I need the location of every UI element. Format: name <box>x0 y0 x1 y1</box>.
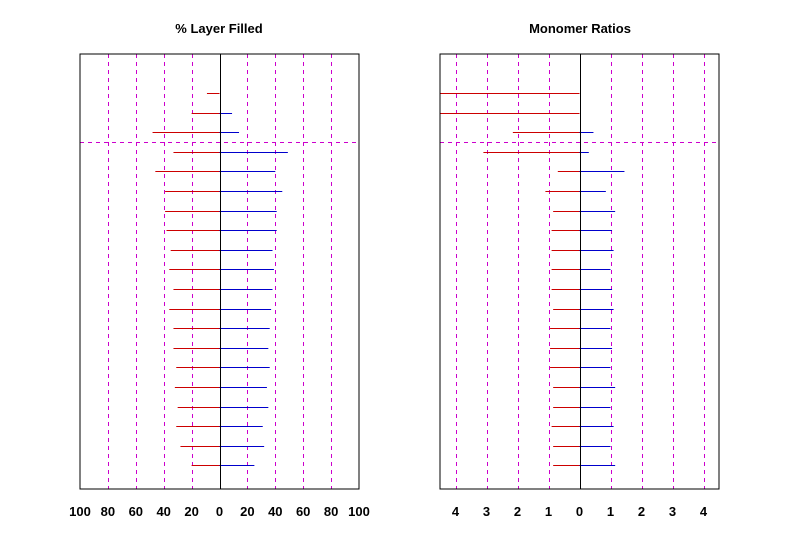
bars <box>440 93 625 466</box>
tick-label: 40 <box>156 504 170 519</box>
plot-frame <box>79 53 360 490</box>
tick-label: 3 <box>669 504 676 519</box>
tick-label: 1 <box>545 504 552 519</box>
tick-label: 2 <box>638 504 645 519</box>
tick-label: 4 <box>452 504 460 519</box>
tick-label: 20 <box>240 504 254 519</box>
layer-filled-panel: % Layer Filled 100 80 60 40 20 0 20 40 60 80 100 <box>69 21 370 519</box>
tick-label: 2 <box>514 504 521 519</box>
tick-labels: 100 80 60 40 20 0 20 40 60 80 100 <box>69 504 370 519</box>
tick-label: 60 <box>129 504 143 519</box>
bars <box>152 93 288 466</box>
chart-title: Monomer Ratios <box>529 21 631 36</box>
tick-label: 80 <box>324 504 338 519</box>
grid-lines <box>80 54 359 489</box>
tick-label: 100 <box>69 504 91 519</box>
tick-label: 1 <box>607 504 614 519</box>
tick-label: 40 <box>268 504 282 519</box>
plot-frame <box>439 53 720 490</box>
tick-label: 80 <box>101 504 115 519</box>
tick-label: 20 <box>184 504 198 519</box>
tick-label: 100 <box>348 504 370 519</box>
grid-lines <box>440 54 719 489</box>
chart-title: % Layer Filled <box>175 21 262 36</box>
tick-label: 3 <box>483 504 490 519</box>
tick-labels: 4 3 2 1 0 1 2 3 4 <box>452 504 708 519</box>
monomer-ratios-panel: Monomer Ratios 4 3 2 1 0 1 2 3 4 <box>439 21 720 519</box>
tick-label: 60 <box>296 504 310 519</box>
tick-label: 4 <box>700 504 708 519</box>
tick-label: 0 <box>576 504 583 519</box>
tick-label: 0 <box>216 504 223 519</box>
